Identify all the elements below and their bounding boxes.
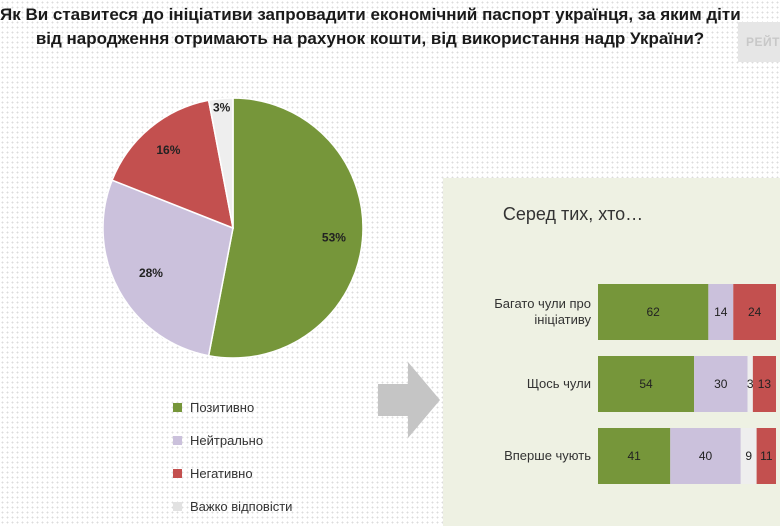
bar-label-r1-s1: 62 — [647, 305, 661, 319]
bar-label-r2-s3: 3 — [747, 377, 754, 391]
bar-label-r3-s2: 40 — [699, 449, 713, 463]
bar-segment-r2-s4 — [752, 356, 776, 412]
bar-segment-r3-s1 — [598, 428, 671, 484]
bar-category-label-1: Багато чули про ініціативу — [494, 296, 591, 327]
pie-label-2: 28% — [139, 266, 163, 280]
legend-swatch — [173, 402, 182, 412]
logo-text: РЕЙТ — [746, 35, 780, 49]
legend-label: Негативно — [190, 465, 253, 481]
bar-segment-r1-s1 — [598, 284, 709, 340]
bar-label-r3-s4: 11 — [760, 449, 773, 463]
pie-label-4: 3% — [213, 101, 231, 115]
bar-label-r3-s3: 9 — [745, 449, 752, 463]
stacked-bar-chart: 62 14 24 54 30 3 13 41 40 9 11 — [598, 284, 776, 484]
right-arrow-icon — [378, 362, 440, 438]
pie-slice-3 — [111, 99, 234, 230]
title-line-2: від народження отримають на рахунок кошт… — [35, 29, 705, 48]
bar-label-r2-s2: 30 — [714, 377, 728, 391]
pie-legend: Позитивно Нейтрально Негативно Важко відпов… — [173, 398, 292, 530]
pie-slice-4 — [207, 97, 234, 229]
bar-category-label-2: Щось чули — [526, 376, 591, 391]
bar-label-r3-s1: 41 — [627, 449, 641, 463]
bar-label-r2-s4: 13 — [758, 377, 772, 391]
bar-label-r2-s1: 54 — [639, 377, 653, 391]
bar-label-r1-s4: 24 — [748, 305, 762, 319]
bar-segment-r3-s2 — [670, 428, 741, 484]
bar-category-label-3: Вперше чують — [504, 448, 591, 463]
legend-item-3: Негативно — [173, 464, 292, 482]
pie-label-1: 53% — [322, 231, 346, 245]
bar-segment-r2-s3 — [747, 356, 753, 412]
bar-segment-r2-s2 — [694, 356, 748, 412]
legend-label: Позитивно — [190, 399, 255, 415]
title-line-1: Як Ви ставитеся до ініціативи запровадит… — [0, 5, 741, 24]
legend-swatch — [173, 468, 182, 478]
bar-segment-r2-s1 — [598, 356, 695, 412]
pie-slice-2 — [102, 179, 234, 357]
legend-label: Нейтрально — [190, 432, 264, 448]
legend-swatch — [173, 501, 182, 511]
bar-segment-r1-s4 — [733, 284, 776, 340]
brand-logo: РЕЙТ — [738, 22, 780, 62]
legend-swatch — [173, 435, 182, 445]
bar-segment-r3-s3 — [740, 428, 757, 484]
pie-chart: 53% 28% 16% 3% — [102, 97, 364, 359]
bar-segment-r1-s2 — [708, 284, 734, 340]
bar-label-r1-s2: 14 — [714, 305, 728, 319]
legend-item-2: Нейтрально — [173, 431, 292, 449]
pie-label-3: 16% — [156, 143, 180, 157]
panel-title: Серед тих, хто… — [502, 204, 644, 224]
pie-slice-1 — [207, 97, 364, 359]
legend-item-4: Важко відповісти — [173, 497, 292, 515]
page-title: Як Ви ставитеся до ініціативи запровадит… — [0, 3, 741, 51]
bar-segment-r3-s4 — [756, 428, 776, 484]
legend-item-1: Позитивно — [173, 398, 292, 416]
legend-label: Важко відповісти — [190, 498, 293, 514]
